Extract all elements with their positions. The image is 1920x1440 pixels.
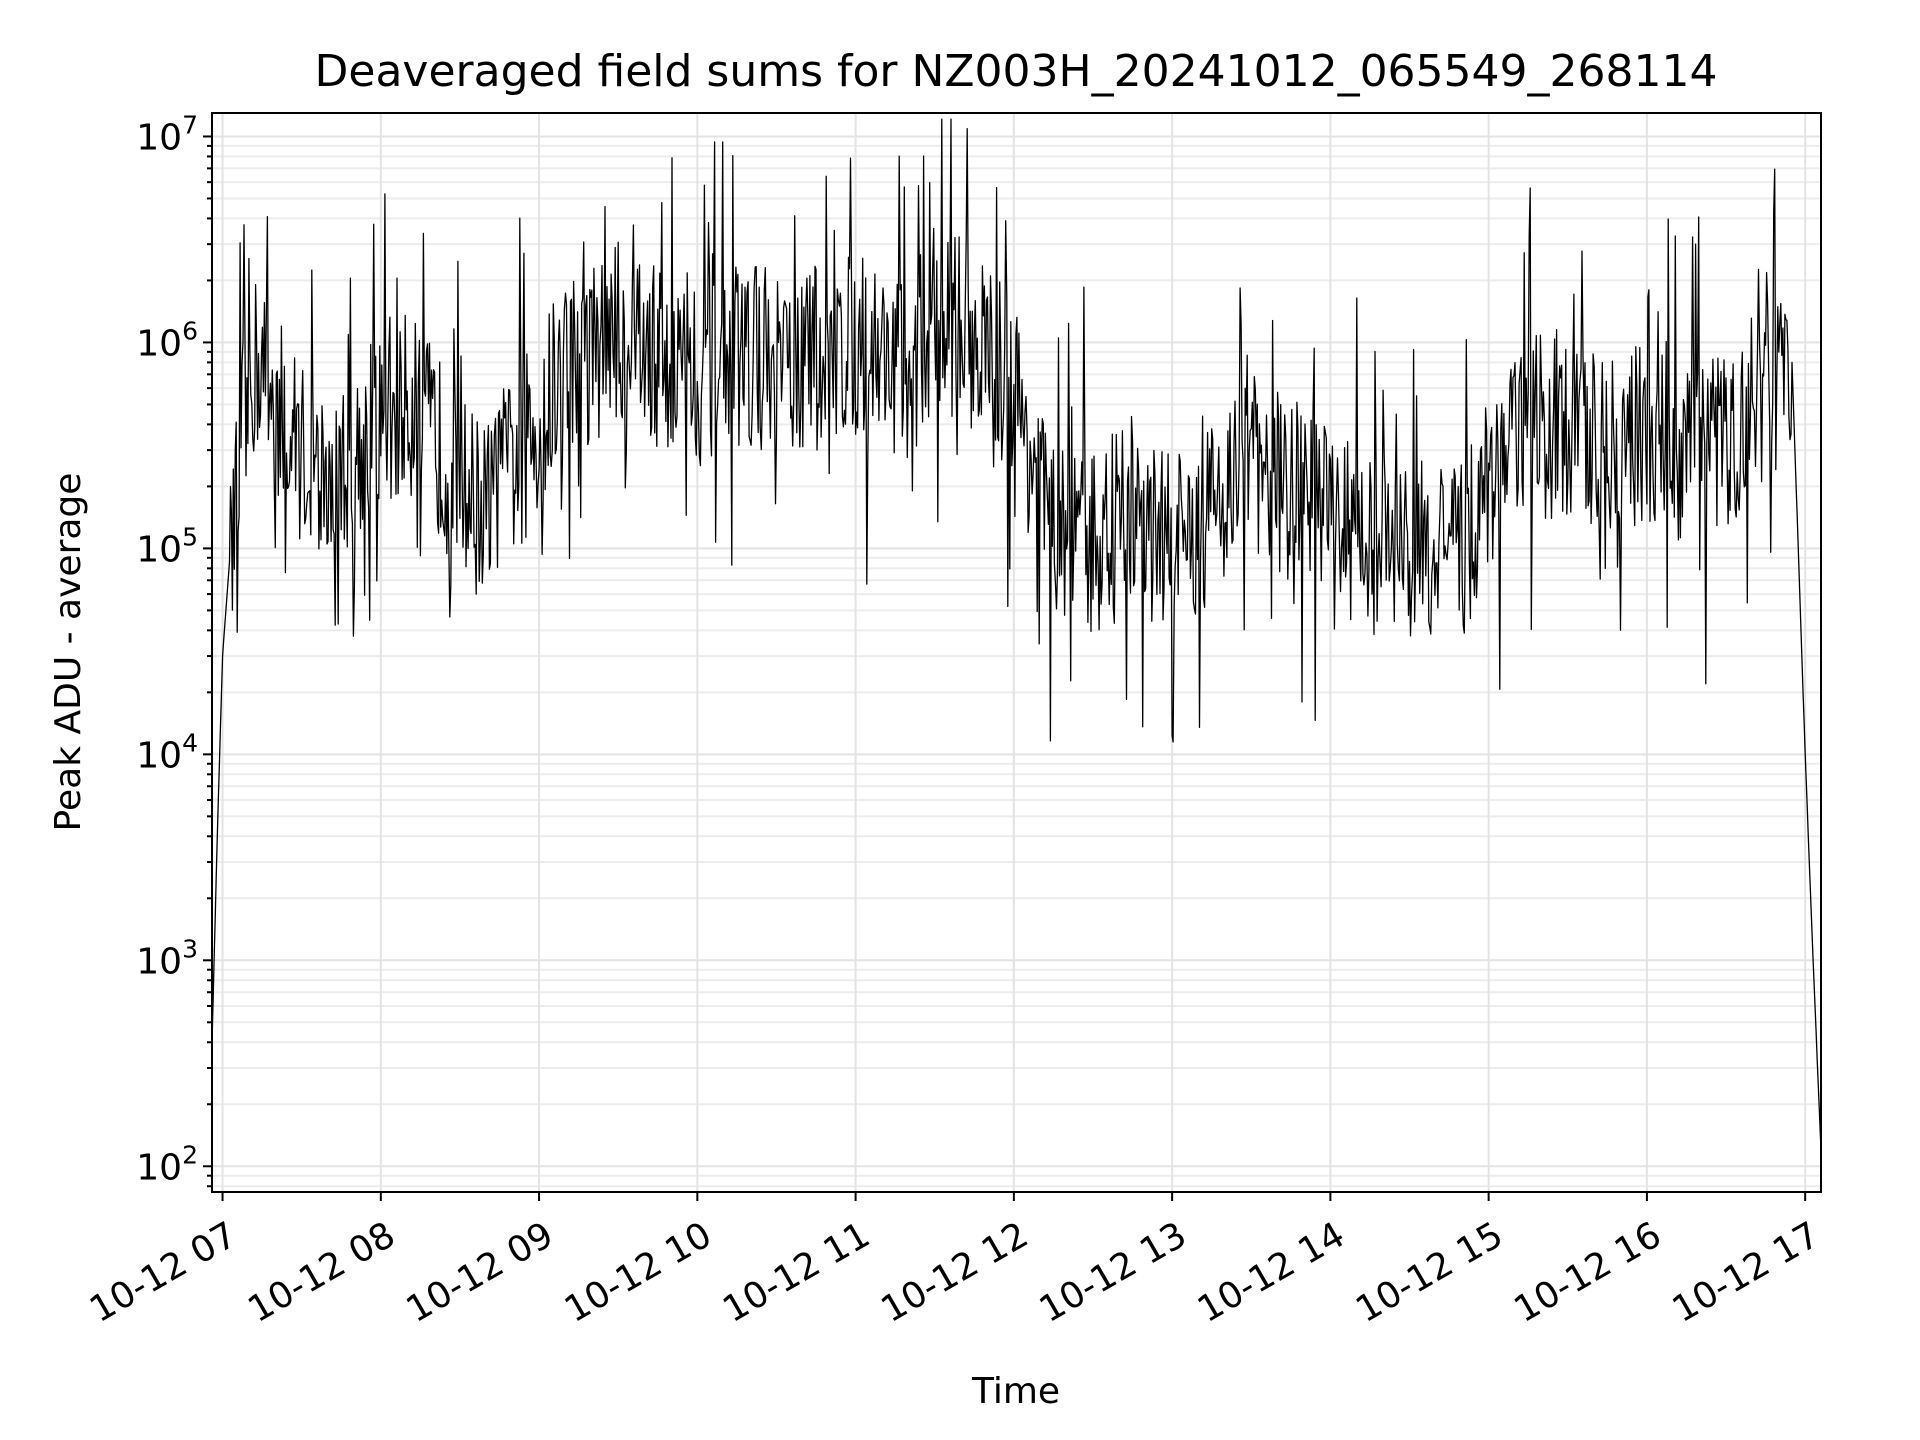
y-axis-label: Peak ADU - average bbox=[48, 473, 89, 832]
plot-frame bbox=[211, 112, 1822, 1193]
y-tick-label: 105 bbox=[136, 522, 198, 570]
x-axis-label: Time bbox=[971, 1371, 1060, 1412]
series-layer bbox=[211, 118, 1822, 1151]
chart-title: Deaveraged field sums for NZ003H_2024101… bbox=[315, 46, 1718, 97]
x-tick-label: 10-12 13 bbox=[1033, 1214, 1194, 1330]
y-tick-label: 106 bbox=[136, 316, 198, 364]
y-tick-label: 102 bbox=[136, 1140, 198, 1188]
x-tick-label: 10-12 15 bbox=[1349, 1214, 1510, 1330]
x-tick-label: 10-12 08 bbox=[241, 1214, 402, 1330]
y-tick-label: 104 bbox=[136, 728, 198, 776]
y-tick-label: 103 bbox=[136, 934, 198, 982]
x-tick-label: 10-12 14 bbox=[1191, 1214, 1352, 1330]
x-tick-label: 10-12 16 bbox=[1508, 1214, 1669, 1330]
x-tick-label: 10-12 12 bbox=[874, 1214, 1035, 1330]
y-tick-label: 107 bbox=[136, 110, 198, 158]
x-tick-label: 10-12 09 bbox=[400, 1214, 561, 1330]
x-tick-label: 10-12 11 bbox=[716, 1214, 877, 1330]
x-tick-label: 10-12 10 bbox=[558, 1214, 719, 1330]
y-axis: 102 103 104 105 106 107 bbox=[136, 110, 212, 1188]
series-line bbox=[211, 118, 1822, 1151]
x-tick-label: 10-12 17 bbox=[1666, 1214, 1827, 1330]
x-tick-label: 10-12 07 bbox=[83, 1214, 244, 1330]
grid bbox=[212, 113, 1821, 1192]
